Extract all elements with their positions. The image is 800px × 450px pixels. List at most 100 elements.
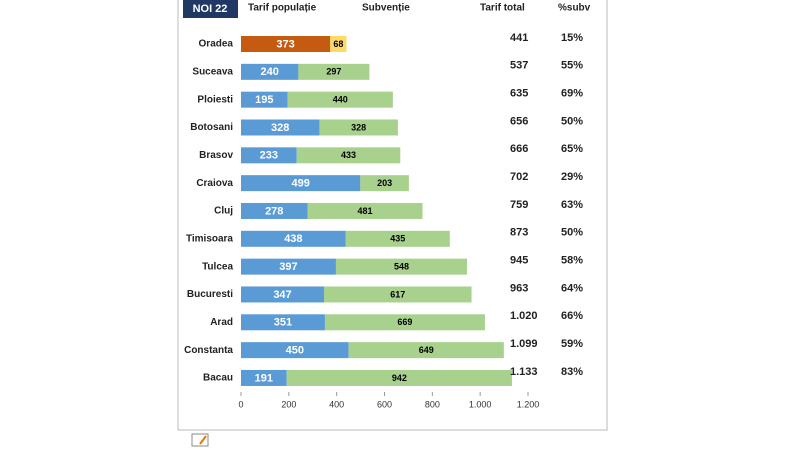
bar-segment — [241, 63, 299, 80]
bar-segment — [241, 147, 297, 164]
bar-segment — [241, 314, 325, 331]
bar-segment — [241, 286, 324, 303]
category-label: Bucuresti — [187, 289, 233, 300]
segment-label: 499 — [291, 178, 309, 190]
segment-label: 68 — [333, 39, 343, 49]
column-value: 15% — [561, 32, 583, 44]
category-label: Brasov — [199, 150, 233, 161]
segment-label: 433 — [341, 150, 356, 160]
column-value: 29% — [561, 171, 583, 183]
column-value: 63% — [561, 199, 583, 211]
segment-label: 351 — [274, 317, 292, 329]
x-tick-label: 1.200 — [517, 399, 540, 409]
segment-label: 278 — [265, 205, 283, 217]
bar-segment — [296, 147, 401, 164]
segment-label: 397 — [279, 261, 297, 273]
category-label: Craiova — [196, 178, 233, 189]
bar-segment — [330, 36, 347, 52]
column-value: 635 — [510, 88, 528, 100]
segment-label: 942 — [392, 373, 407, 383]
segment-label: 328 — [351, 122, 366, 132]
segment-label: 203 — [377, 178, 392, 188]
segment-label: 195 — [255, 94, 273, 106]
category-label: Botosani — [190, 122, 233, 133]
category-label: Arad — [210, 317, 233, 328]
bar-segment — [324, 314, 485, 331]
bar-segment — [241, 342, 349, 359]
segment-label: 450 — [286, 345, 304, 357]
category-label: Bacau — [203, 373, 233, 384]
x-tick-label: 0 — [238, 399, 243, 409]
segment-label: 297 — [326, 67, 341, 77]
column-value: 50% — [561, 115, 583, 127]
column-value: 59% — [561, 338, 583, 350]
segment-label: 438 — [284, 233, 302, 245]
bar-segment — [348, 342, 504, 359]
x-tick-label: 200 — [281, 399, 296, 409]
category-label: Constanta — [184, 345, 233, 356]
column-value: 66% — [561, 310, 583, 322]
bar-segment — [307, 202, 423, 219]
column-header: Tarif total — [480, 3, 525, 14]
bar-segment — [241, 91, 288, 108]
column-value: 441 — [510, 32, 528, 44]
column-value: 1.020 — [510, 310, 538, 322]
segment-label: 617 — [390, 289, 405, 299]
x-tick-label: 800 — [425, 399, 440, 409]
column-value: 656 — [510, 115, 528, 127]
segment-label: 240 — [261, 66, 279, 78]
bar-segment — [287, 91, 393, 108]
bar-segment — [241, 230, 346, 247]
segment-label: 481 — [357, 206, 372, 216]
bar-segment — [335, 258, 468, 275]
bar-segment — [323, 286, 472, 303]
bar-segment — [286, 369, 512, 386]
column-value: 58% — [561, 255, 583, 267]
x-tick-label: 600 — [377, 399, 392, 409]
segment-label: 435 — [390, 234, 405, 244]
column-value: 50% — [561, 227, 583, 239]
segment-label: 191 — [255, 372, 273, 384]
category-label: Cluj — [214, 206, 233, 217]
column-value: 65% — [561, 143, 583, 155]
segment-label: 233 — [260, 150, 278, 162]
bar-segment — [241, 202, 308, 219]
column-value: 945 — [510, 255, 528, 267]
bar-segment — [360, 175, 409, 192]
column-value: 963 — [510, 282, 528, 294]
category-label: Timisoara — [186, 233, 233, 244]
column-value: 83% — [561, 366, 583, 378]
icon — [191, 433, 209, 447]
bar-segment — [241, 36, 331, 52]
segment-label: 440 — [333, 95, 348, 105]
legend-label: Tarif populație — [248, 3, 317, 14]
bar-segment — [319, 119, 398, 136]
bar-segment — [298, 63, 370, 80]
segment-label: 373 — [276, 38, 294, 50]
column-value: 666 — [510, 143, 528, 155]
column-header: %subv — [558, 3, 591, 14]
bar-segment — [241, 369, 287, 386]
column-value: 759 — [510, 199, 528, 211]
column-value: 702 — [510, 171, 528, 183]
segment-label: 548 — [394, 262, 409, 272]
segment-label: 649 — [419, 345, 434, 355]
bar-segment — [241, 175, 361, 192]
category-label: Tulcea — [202, 261, 233, 272]
column-value: 873 — [510, 227, 528, 239]
badge — [183, 0, 238, 18]
category-label: Oradea — [199, 39, 234, 50]
column-value: 1.133 — [510, 366, 538, 378]
segment-label: 347 — [273, 289, 291, 301]
segment-label: 669 — [397, 317, 412, 327]
category-label: Ploiesti — [197, 94, 233, 105]
x-tick-label: 400 — [329, 399, 344, 409]
legend-label: Subvenție — [362, 3, 410, 14]
badge-text: NOI 22 — [193, 3, 228, 15]
column-value: 1.099 — [510, 338, 538, 350]
column-value: 64% — [561, 282, 583, 294]
column-value: 537 — [510, 60, 528, 72]
category-label: Suceava — [192, 66, 233, 77]
